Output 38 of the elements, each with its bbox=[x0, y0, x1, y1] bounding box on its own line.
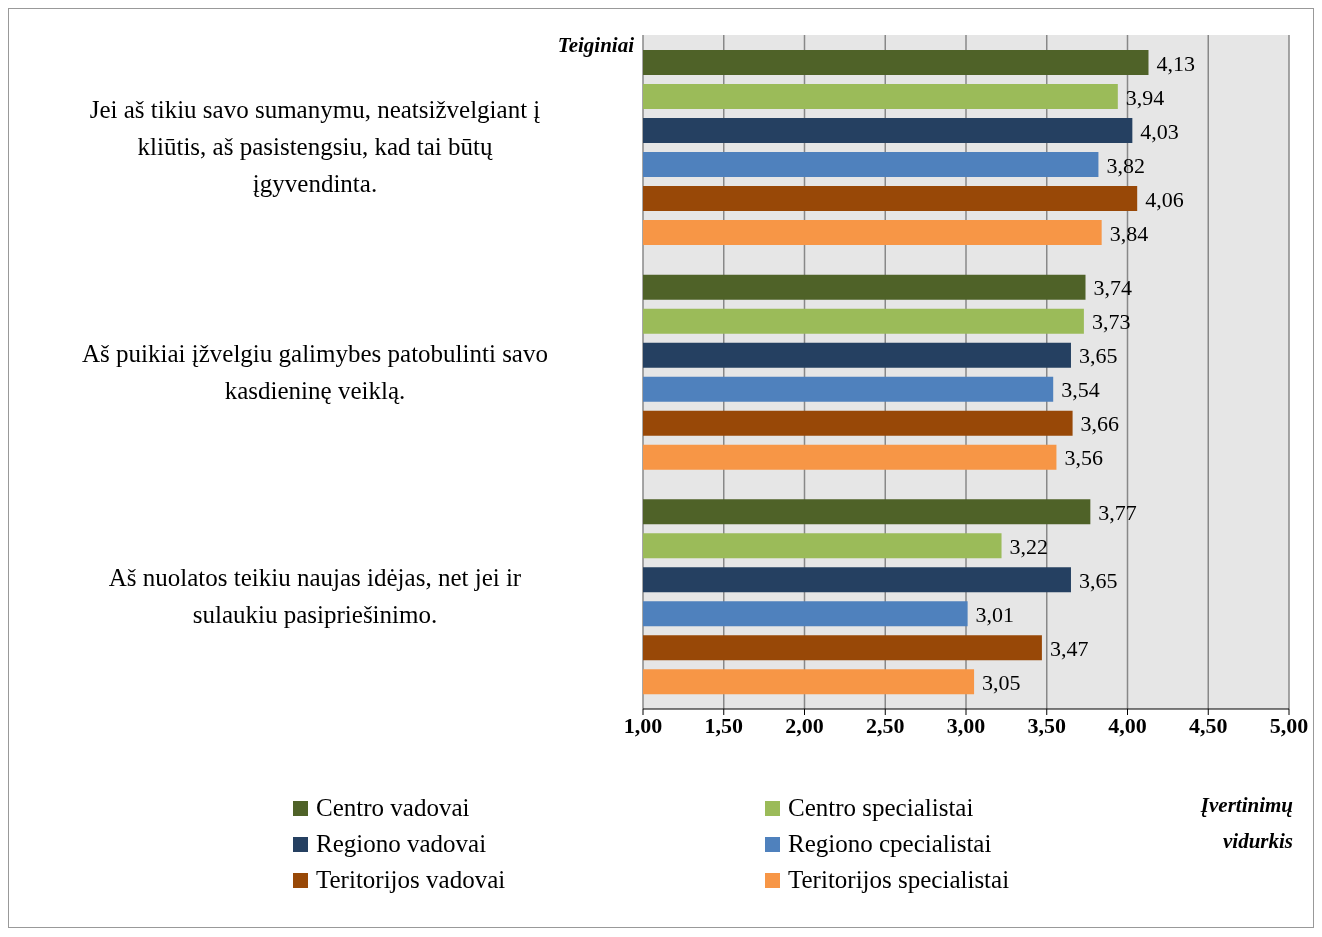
x-axis-title: Įvertinimų vidurkis bbox=[1199, 792, 1293, 855]
x-tick-label: 3,50 bbox=[1027, 712, 1066, 738]
y-tick-label: Aš puikiai įžvelgiu galimybes patobulinti savo kasdieninę veiklą. bbox=[82, 339, 548, 404]
legend-label: Regiono vadovai bbox=[316, 830, 487, 858]
data-label: 3,66 bbox=[1080, 411, 1120, 437]
data-label: 3,74 bbox=[1093, 275, 1133, 301]
x-tick-label: 1,50 bbox=[704, 712, 743, 738]
data-label: 3,65 bbox=[1078, 343, 1118, 369]
y-tick-label: Jei aš tikiu savo sumanymu, neatsižvelgiant į kliūtis, aš pasistengsiu, kad tai būtų įgyvendinta. bbox=[89, 96, 541, 198]
x-tick-label: 5,00 bbox=[1269, 712, 1309, 738]
data-label: 3,84 bbox=[1109, 220, 1149, 246]
x-tick-label: 2,00 bbox=[785, 712, 824, 738]
x-tick-label: 1,00 bbox=[623, 712, 663, 738]
data-label: 3,01 bbox=[975, 601, 1015, 627]
data-label: 3,22 bbox=[1009, 533, 1049, 559]
data-label: 3,54 bbox=[1061, 377, 1100, 403]
data-label: 4,06 bbox=[1145, 186, 1184, 212]
data-label: 3,65 bbox=[1078, 567, 1118, 593]
x-tick-label: 3,00 bbox=[946, 712, 986, 738]
data-label: 3,73 bbox=[1091, 309, 1131, 335]
data-label: 3,77 bbox=[1098, 499, 1137, 525]
data-label: 4,03 bbox=[1140, 118, 1179, 144]
legend-label: Centro specialistai bbox=[788, 794, 974, 822]
legend-label: Regiono cpecialistai bbox=[788, 830, 992, 858]
x-tick-label: 4,50 bbox=[1189, 712, 1228, 738]
legend-label: Teritorijos vadovai bbox=[316, 866, 506, 894]
legend-label: Teritorijos specialistai bbox=[788, 866, 1010, 894]
y-axis-title: Teiginiai bbox=[556, 33, 634, 58]
data-label: 3,82 bbox=[1106, 152, 1145, 178]
data-label: 3,94 bbox=[1125, 84, 1165, 110]
data-label: 3,47 bbox=[1049, 635, 1089, 661]
y-tick-label: Aš nuolatos teikiu naujas idėjas, net jei ir sulaukiu pasipriešinimo. bbox=[108, 564, 522, 629]
legend-label: Centro vadovai bbox=[316, 794, 470, 822]
x-tick-label: 4,00 bbox=[1108, 712, 1147, 738]
x-tick-label: 2,50 bbox=[866, 712, 905, 738]
data-label: 3,05 bbox=[982, 669, 1021, 695]
data-label: 4,13 bbox=[1156, 50, 1195, 76]
data-label: 3,56 bbox=[1064, 445, 1103, 471]
